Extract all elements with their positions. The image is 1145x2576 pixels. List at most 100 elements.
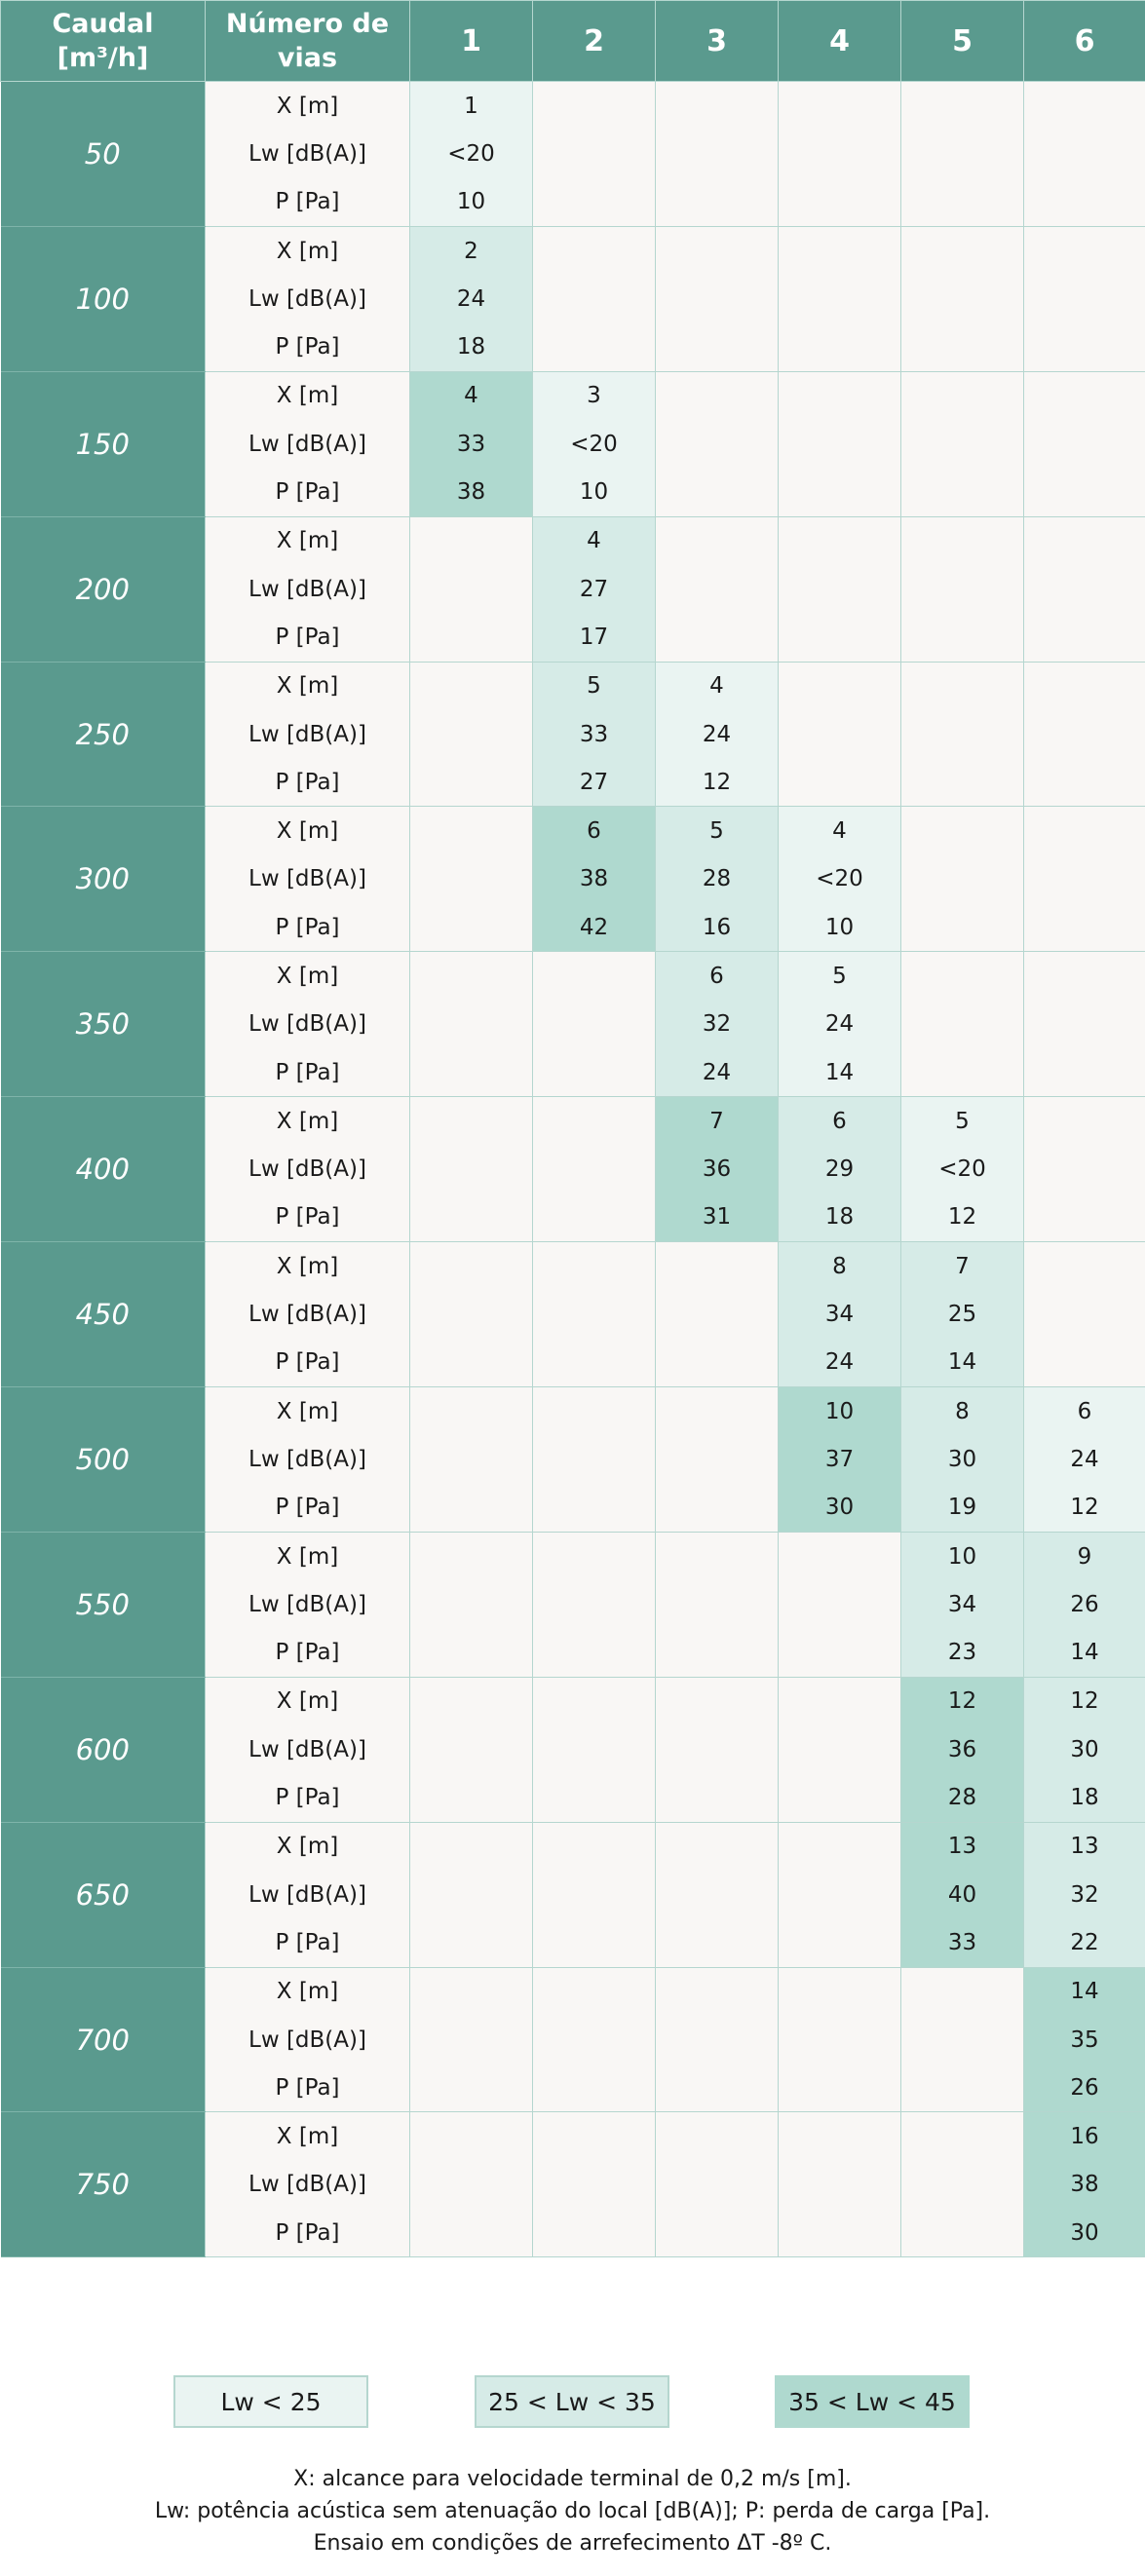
value-cell: 30 — [778, 1483, 901, 1533]
value-cell — [409, 758, 533, 808]
caudal-value: 400 — [0, 1096, 206, 1243]
value-cell — [900, 951, 1024, 1001]
value-cell: 35 — [1023, 2015, 1145, 2065]
table-row: P [Pa] 28 18 — [1, 1773, 1145, 1823]
value-cell: 33 — [900, 1918, 1024, 1968]
value-cell — [532, 2111, 656, 2161]
value-cell — [655, 1966, 779, 2016]
value-cell: 6 — [532, 806, 656, 855]
value-cell: 24 — [1023, 1435, 1145, 1484]
value-cell — [900, 2111, 1024, 2161]
caudal-value: 700 — [0, 1967, 206, 2113]
value-cell — [900, 130, 1024, 178]
value-cell — [1023, 758, 1145, 808]
param-label: X [m] — [205, 661, 410, 710]
value-cell: 24 — [778, 1338, 901, 1388]
value-cell — [778, 661, 901, 710]
value-cell: 12 — [900, 1676, 1024, 1726]
param-label: P [Pa] — [205, 758, 410, 808]
table-row: P [Pa] 26 — [1, 2064, 1145, 2113]
param-label: P [Pa] — [205, 1918, 410, 1968]
value-cell — [1023, 854, 1145, 904]
value-cell — [900, 564, 1024, 614]
legend-high: 35 < Lw < 45 — [775, 2375, 970, 2428]
value-cell — [532, 2160, 656, 2210]
param-label: X [m] — [205, 1821, 410, 1871]
value-cell — [778, 2015, 901, 2065]
legend-low-label: Lw < 25 — [220, 2387, 322, 2416]
value-cell — [778, 2160, 901, 2210]
table-row: Lw [dB(A)] 32 24 — [1, 1000, 1145, 1048]
value-cell — [532, 177, 656, 227]
table-row: 250 X [m] 5 4 — [0, 661, 1145, 808]
value-cell: 7 — [655, 1096, 779, 1146]
table-row: Lw [dB(A)] 36 30 — [1, 1725, 1145, 1774]
value-cell — [532, 2209, 656, 2258]
legend-low: Lw < 25 — [173, 2375, 368, 2428]
value-cell — [532, 1096, 656, 1146]
table-row: P [Pa] 38 10 — [1, 468, 1145, 517]
param-label: P [Pa] — [205, 2209, 410, 2258]
value-cell — [532, 1290, 656, 1339]
caudal-value: 550 — [0, 1532, 206, 1678]
value-cell — [1023, 370, 1145, 421]
value-cell: 12 — [900, 1193, 1024, 1243]
table-row: Lw [dB(A)] 34 25 — [1, 1290, 1145, 1339]
value-cell — [409, 1725, 533, 1774]
value-cell: 42 — [532, 903, 656, 953]
value-cell — [655, 370, 779, 421]
value-cell — [409, 661, 533, 710]
value-cell — [532, 1047, 656, 1098]
table-row: 650 X [m] 13 13 — [0, 1821, 1145, 1968]
value-cell — [1023, 1047, 1145, 1098]
value-cell — [532, 1145, 656, 1193]
value-cell — [409, 1435, 533, 1484]
value-cell — [1023, 661, 1145, 710]
param-label: X [m] — [205, 806, 410, 855]
value-cell — [409, 2111, 533, 2161]
value-cell — [900, 613, 1024, 663]
footnote-test: Ensaio em condições de arrefecimento ΔT … — [313, 2531, 832, 2556]
value-cell — [900, 225, 1024, 276]
value-cell — [655, 1290, 779, 1339]
value-cell: 7 — [900, 1241, 1024, 1291]
param-label: X [m] — [205, 1531, 410, 1581]
value-cell — [655, 1870, 779, 1919]
header-vias-line1: Número de — [225, 9, 390, 39]
value-cell — [532, 1628, 656, 1678]
value-cell — [409, 1628, 533, 1678]
param-label: X [m] — [205, 370, 410, 421]
param-label: P [Pa] — [205, 903, 410, 953]
param-label: Lw [dB(A)] — [205, 564, 410, 614]
value-cell — [409, 613, 533, 663]
header-vias-2: 2 — [532, 0, 656, 82]
value-cell — [409, 1483, 533, 1533]
footnotes: X: alcance para velocidade terminal de 0… — [0, 2463, 1145, 2559]
param-label: X [m] — [205, 225, 410, 276]
value-cell — [655, 2064, 779, 2113]
value-cell — [655, 1676, 779, 1726]
param-label: P [Pa] — [205, 613, 410, 663]
value-cell: 4 — [655, 661, 779, 710]
table-row: Lw [dB(A)] 33 24 — [1, 709, 1145, 759]
param-label: Lw [dB(A)] — [205, 130, 410, 178]
param-label: Lw [dB(A)] — [205, 1435, 410, 1484]
value-cell — [778, 1531, 901, 1581]
table-row: 600 X [m] 12 12 — [0, 1676, 1145, 1823]
value-cell — [655, 2160, 779, 2210]
value-cell — [409, 1145, 533, 1193]
value-cell: 3 — [532, 370, 656, 421]
value-cell: 14 — [900, 1338, 1024, 1388]
value-cell — [409, 1531, 533, 1581]
value-cell — [409, 2015, 533, 2065]
value-cell — [1023, 1241, 1145, 1291]
value-cell — [778, 275, 901, 323]
value-cell — [532, 1966, 656, 2016]
param-label: X [m] — [205, 1096, 410, 1146]
value-cell — [655, 1386, 779, 1436]
table-row: P [Pa] 33 22 — [1, 1918, 1145, 1968]
value-cell: 33 — [409, 420, 533, 469]
caudal-value: 600 — [0, 1677, 206, 1823]
value-cell — [655, 177, 779, 227]
table-row: Lw [dB(A)] 24 — [1, 275, 1145, 323]
